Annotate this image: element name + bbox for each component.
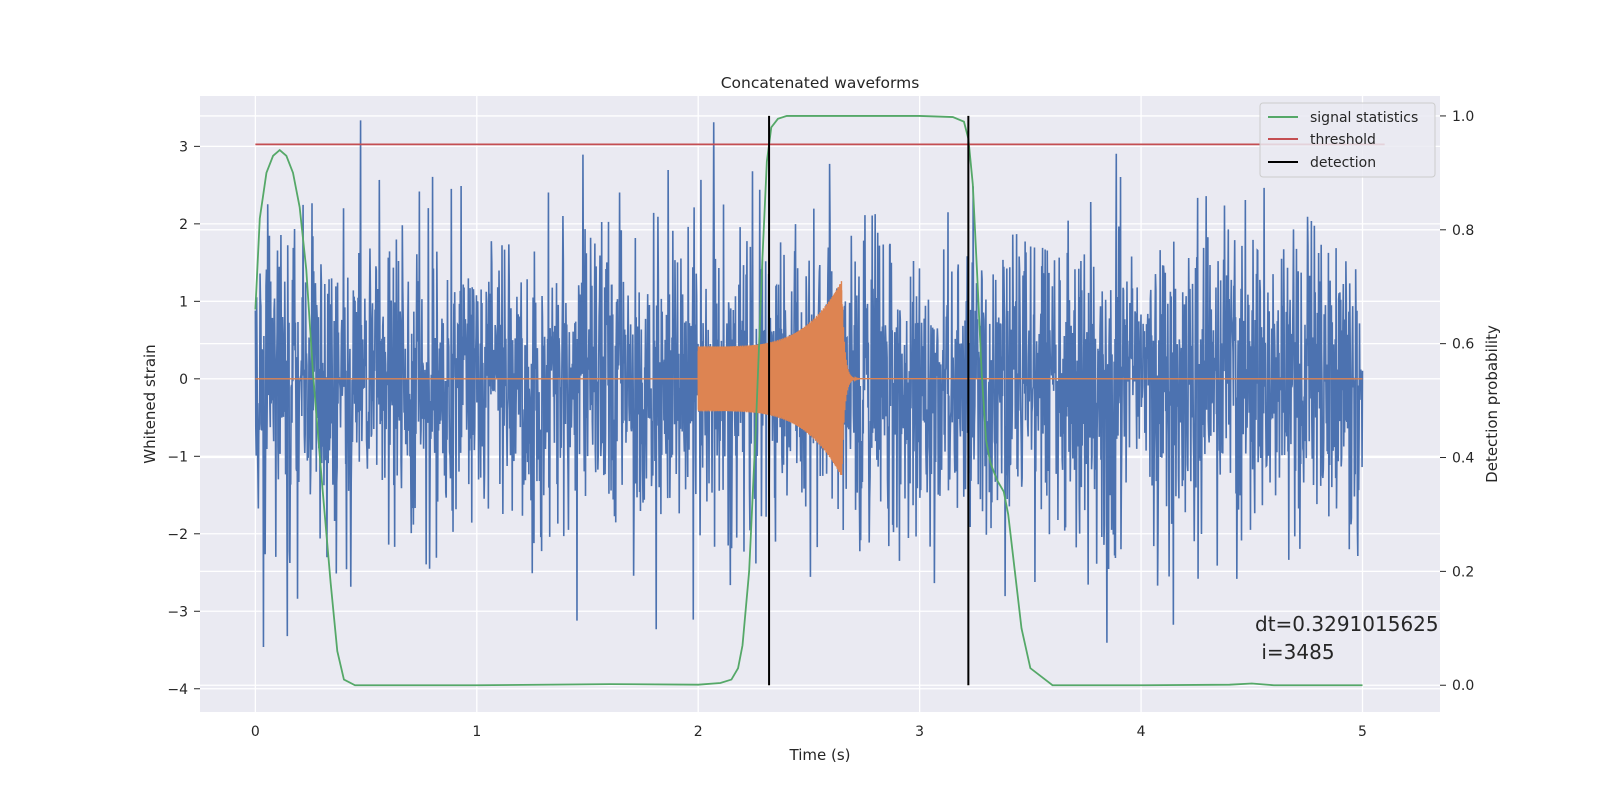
series-signal-statistics (254, 115, 1363, 687)
y-tick-label: −4 (167, 682, 188, 698)
x-tick-label: 4 (1137, 724, 1146, 740)
y-tick-label: 0 (179, 372, 188, 388)
x-tick-label: 0 (251, 724, 260, 740)
y-tick-label: 3 (179, 139, 188, 155)
y2-tick-label: 0.0 (1452, 678, 1474, 694)
y-axis-label: Whitened strain (141, 344, 159, 463)
annotation-dt: dt=0.3291015625 (1255, 612, 1439, 636)
series-layer (254, 115, 1385, 687)
y-tick-label: −3 (167, 604, 188, 620)
axes-layer: 0 1 2 3 4 5 3 2 1 0 −1 −2 −3 −4 1.0 0.8 0.6 0.4 0.2 0.0 (167, 109, 1474, 740)
legend-label-signal-statistics: signal statistics (1310, 110, 1418, 126)
y2-axis-label: Detection probability (1483, 325, 1501, 483)
y-tick-label: −1 (167, 449, 188, 465)
annotation-index: i=3485 (1255, 640, 1335, 664)
series-noise-strain (254, 120, 1364, 648)
y-tick-label: 1 (179, 294, 188, 310)
y2-tick-label: 0.2 (1452, 564, 1474, 580)
x-tick-label: 2 (694, 724, 703, 740)
legend-label-threshold: threshold (1310, 132, 1376, 148)
y-tick-label: 2 (179, 217, 188, 233)
x-tick-label: 5 (1358, 724, 1367, 740)
legend-box (1259, 102, 1436, 178)
y2-tick-label: 0.4 (1452, 451, 1474, 467)
x-tick-label: 1 (472, 724, 481, 740)
y2-tick-label: 1.0 (1452, 109, 1474, 125)
series-injected-signal (255, 281, 1363, 475)
y-tick-label: −2 (167, 527, 188, 543)
x-axis-label: Time (s) (789, 746, 851, 764)
chart-title: Concatenated waveforms (721, 74, 920, 92)
y2-tick-label: 0.6 (1452, 337, 1474, 353)
y2-tick-label: 0.8 (1452, 223, 1474, 239)
legend-label-detection: detection (1310, 155, 1376, 171)
legend: signal statistics threshold detection (1259, 102, 1436, 178)
x-tick-label: 3 (915, 724, 924, 740)
